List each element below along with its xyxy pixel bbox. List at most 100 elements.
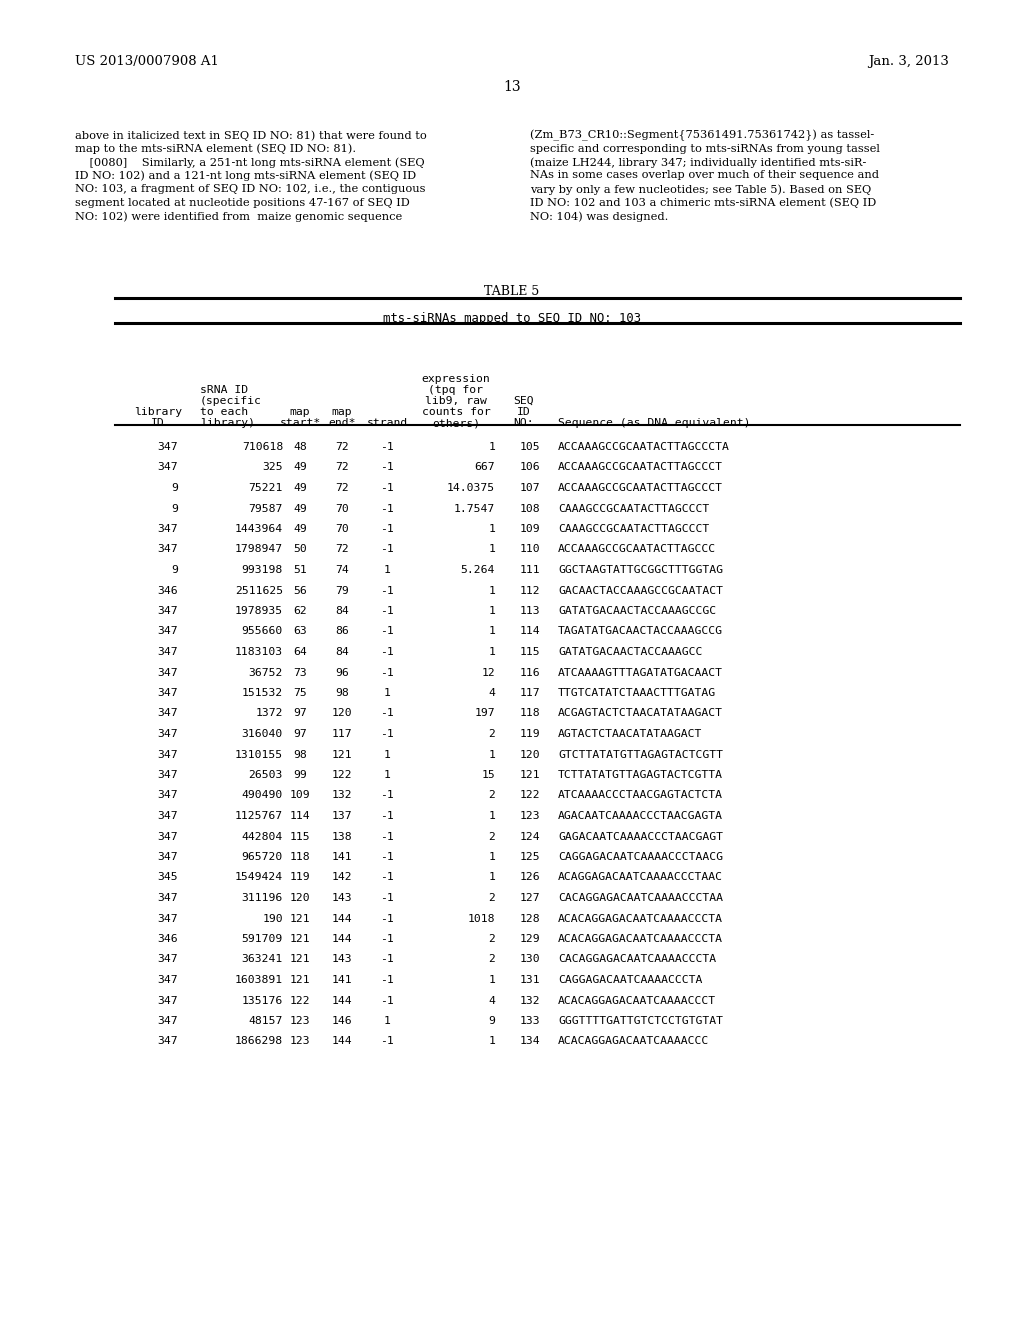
Text: 347: 347 xyxy=(158,851,178,862)
Text: 347: 347 xyxy=(158,627,178,636)
Text: US 2013/0007908 A1: US 2013/0007908 A1 xyxy=(75,55,219,69)
Text: [0080]    Similarly, a 251-nt long mts-siRNA element (SEQ: [0080] Similarly, a 251-nt long mts-siRN… xyxy=(75,157,425,168)
Text: ID: ID xyxy=(152,418,165,428)
Text: 1: 1 xyxy=(488,873,495,883)
Text: ACCAAAGCCGCAATACTTAGCCCT: ACCAAAGCCGCAATACTTAGCCCT xyxy=(558,483,723,492)
Text: TTGTCATATCTAAACTTTGATAG: TTGTCATATCTAAACTTTGATAG xyxy=(558,688,716,698)
Text: 132: 132 xyxy=(519,995,540,1006)
Text: 1183103: 1183103 xyxy=(234,647,283,657)
Text: 347: 347 xyxy=(158,524,178,535)
Text: -1: -1 xyxy=(380,975,394,985)
Text: 86: 86 xyxy=(335,627,349,636)
Text: 1: 1 xyxy=(488,442,495,451)
Text: 12: 12 xyxy=(481,668,495,677)
Text: end*: end* xyxy=(329,418,355,428)
Text: 1: 1 xyxy=(384,1016,390,1026)
Text: map: map xyxy=(290,407,310,417)
Text: ID NO: 102 and 103 a chimeric mts-siRNA element (SEQ ID: ID NO: 102 and 103 a chimeric mts-siRNA … xyxy=(530,198,877,209)
Text: NO:: NO: xyxy=(514,418,535,428)
Text: 347: 347 xyxy=(158,688,178,698)
Text: 1: 1 xyxy=(488,1036,495,1047)
Text: 120: 120 xyxy=(519,750,540,759)
Text: 1310155: 1310155 xyxy=(234,750,283,759)
Text: 345: 345 xyxy=(158,873,178,883)
Text: -1: -1 xyxy=(380,851,394,862)
Text: specific and corresponding to mts-siRNAs from young tassel: specific and corresponding to mts-siRNAs… xyxy=(530,144,880,153)
Text: GGCTAAGTATTGCGGCTTTGGTAG: GGCTAAGTATTGCGGCTTTGGTAG xyxy=(558,565,723,576)
Text: 1549424: 1549424 xyxy=(234,873,283,883)
Text: TAGATATGACAACTACCAAAGCCG: TAGATATGACAACTACCAAAGCCG xyxy=(558,627,723,636)
Text: 144: 144 xyxy=(332,913,352,924)
Text: -1: -1 xyxy=(380,442,394,451)
Text: -1: -1 xyxy=(380,729,394,739)
Text: NO: 104) was designed.: NO: 104) was designed. xyxy=(530,211,669,222)
Text: 347: 347 xyxy=(158,832,178,842)
Text: 9: 9 xyxy=(171,565,178,576)
Text: 346: 346 xyxy=(158,935,178,944)
Text: start*: start* xyxy=(280,418,321,428)
Text: 123: 123 xyxy=(290,1036,310,1047)
Text: (tpq for: (tpq for xyxy=(428,385,483,395)
Text: 347: 347 xyxy=(158,750,178,759)
Text: 72: 72 xyxy=(335,544,349,554)
Text: 347: 347 xyxy=(158,442,178,451)
Text: 1: 1 xyxy=(488,606,495,616)
Text: 143: 143 xyxy=(332,894,352,903)
Text: 347: 347 xyxy=(158,1016,178,1026)
Text: 75: 75 xyxy=(293,688,307,698)
Text: map: map xyxy=(332,407,352,417)
Text: ACCAAAGCCGCAATACTTAGCCCT: ACCAAAGCCGCAATACTTAGCCCT xyxy=(558,462,723,473)
Text: 1: 1 xyxy=(488,851,495,862)
Text: 13: 13 xyxy=(503,81,521,94)
Text: 2: 2 xyxy=(488,729,495,739)
Text: 1125767: 1125767 xyxy=(234,810,283,821)
Text: 4: 4 xyxy=(488,688,495,698)
Text: 347: 347 xyxy=(158,1036,178,1047)
Text: strand: strand xyxy=(367,418,408,428)
Text: 121: 121 xyxy=(290,935,310,944)
Text: 347: 347 xyxy=(158,606,178,616)
Text: ATCAAAAGTTTAGATATGACAACT: ATCAAAAGTTTAGATATGACAACT xyxy=(558,668,723,677)
Text: 79: 79 xyxy=(335,586,349,595)
Text: -1: -1 xyxy=(380,483,394,492)
Text: 1.7547: 1.7547 xyxy=(454,503,495,513)
Text: 98: 98 xyxy=(293,750,307,759)
Text: ACCAAAGCCGCAATACTTAGCCCTA: ACCAAAGCCGCAATACTTAGCCCTA xyxy=(558,442,730,451)
Text: map to the mts-siRNA element (SEQ ID NO: 81).: map to the mts-siRNA element (SEQ ID NO:… xyxy=(75,144,356,154)
Text: 132: 132 xyxy=(332,791,352,800)
Text: 347: 347 xyxy=(158,462,178,473)
Text: 117: 117 xyxy=(332,729,352,739)
Text: 116: 116 xyxy=(519,668,540,677)
Text: vary by only a few nucleotides; see Table 5). Based on SEQ: vary by only a few nucleotides; see Tabl… xyxy=(530,183,871,194)
Text: ACCAAAGCCGCAATACTTAGCCC: ACCAAAGCCGCAATACTTAGCCC xyxy=(558,544,716,554)
Text: 144: 144 xyxy=(332,1036,352,1047)
Text: ACACAGGAGACAATCAAAACCCT: ACACAGGAGACAATCAAAACCCT xyxy=(558,995,716,1006)
Text: 347: 347 xyxy=(158,894,178,903)
Text: 1: 1 xyxy=(488,750,495,759)
Text: SEQ: SEQ xyxy=(514,396,535,407)
Text: 121: 121 xyxy=(332,750,352,759)
Text: 1: 1 xyxy=(384,565,390,576)
Text: 49: 49 xyxy=(293,503,307,513)
Text: 710618: 710618 xyxy=(242,442,283,451)
Text: 118: 118 xyxy=(519,709,540,718)
Text: 311196: 311196 xyxy=(242,894,283,903)
Text: 129: 129 xyxy=(519,935,540,944)
Text: 141: 141 xyxy=(332,975,352,985)
Text: 347: 347 xyxy=(158,544,178,554)
Text: NO: 102) were identified from  maize genomic sequence: NO: 102) were identified from maize geno… xyxy=(75,211,402,222)
Text: 1: 1 xyxy=(488,975,495,985)
Text: 123: 123 xyxy=(290,1016,310,1026)
Text: TCTTATATGTTAGAGTACTCGTTA: TCTTATATGTTAGAGTACTCGTTA xyxy=(558,770,723,780)
Text: 56: 56 xyxy=(293,586,307,595)
Text: 122: 122 xyxy=(290,995,310,1006)
Text: 134: 134 xyxy=(519,1036,540,1047)
Text: 118: 118 xyxy=(290,851,310,862)
Text: 955660: 955660 xyxy=(242,627,283,636)
Text: ID: ID xyxy=(517,407,530,417)
Text: 128: 128 xyxy=(519,913,540,924)
Text: 2: 2 xyxy=(488,832,495,842)
Text: 84: 84 xyxy=(335,606,349,616)
Text: 347: 347 xyxy=(158,954,178,965)
Text: 48: 48 xyxy=(293,442,307,451)
